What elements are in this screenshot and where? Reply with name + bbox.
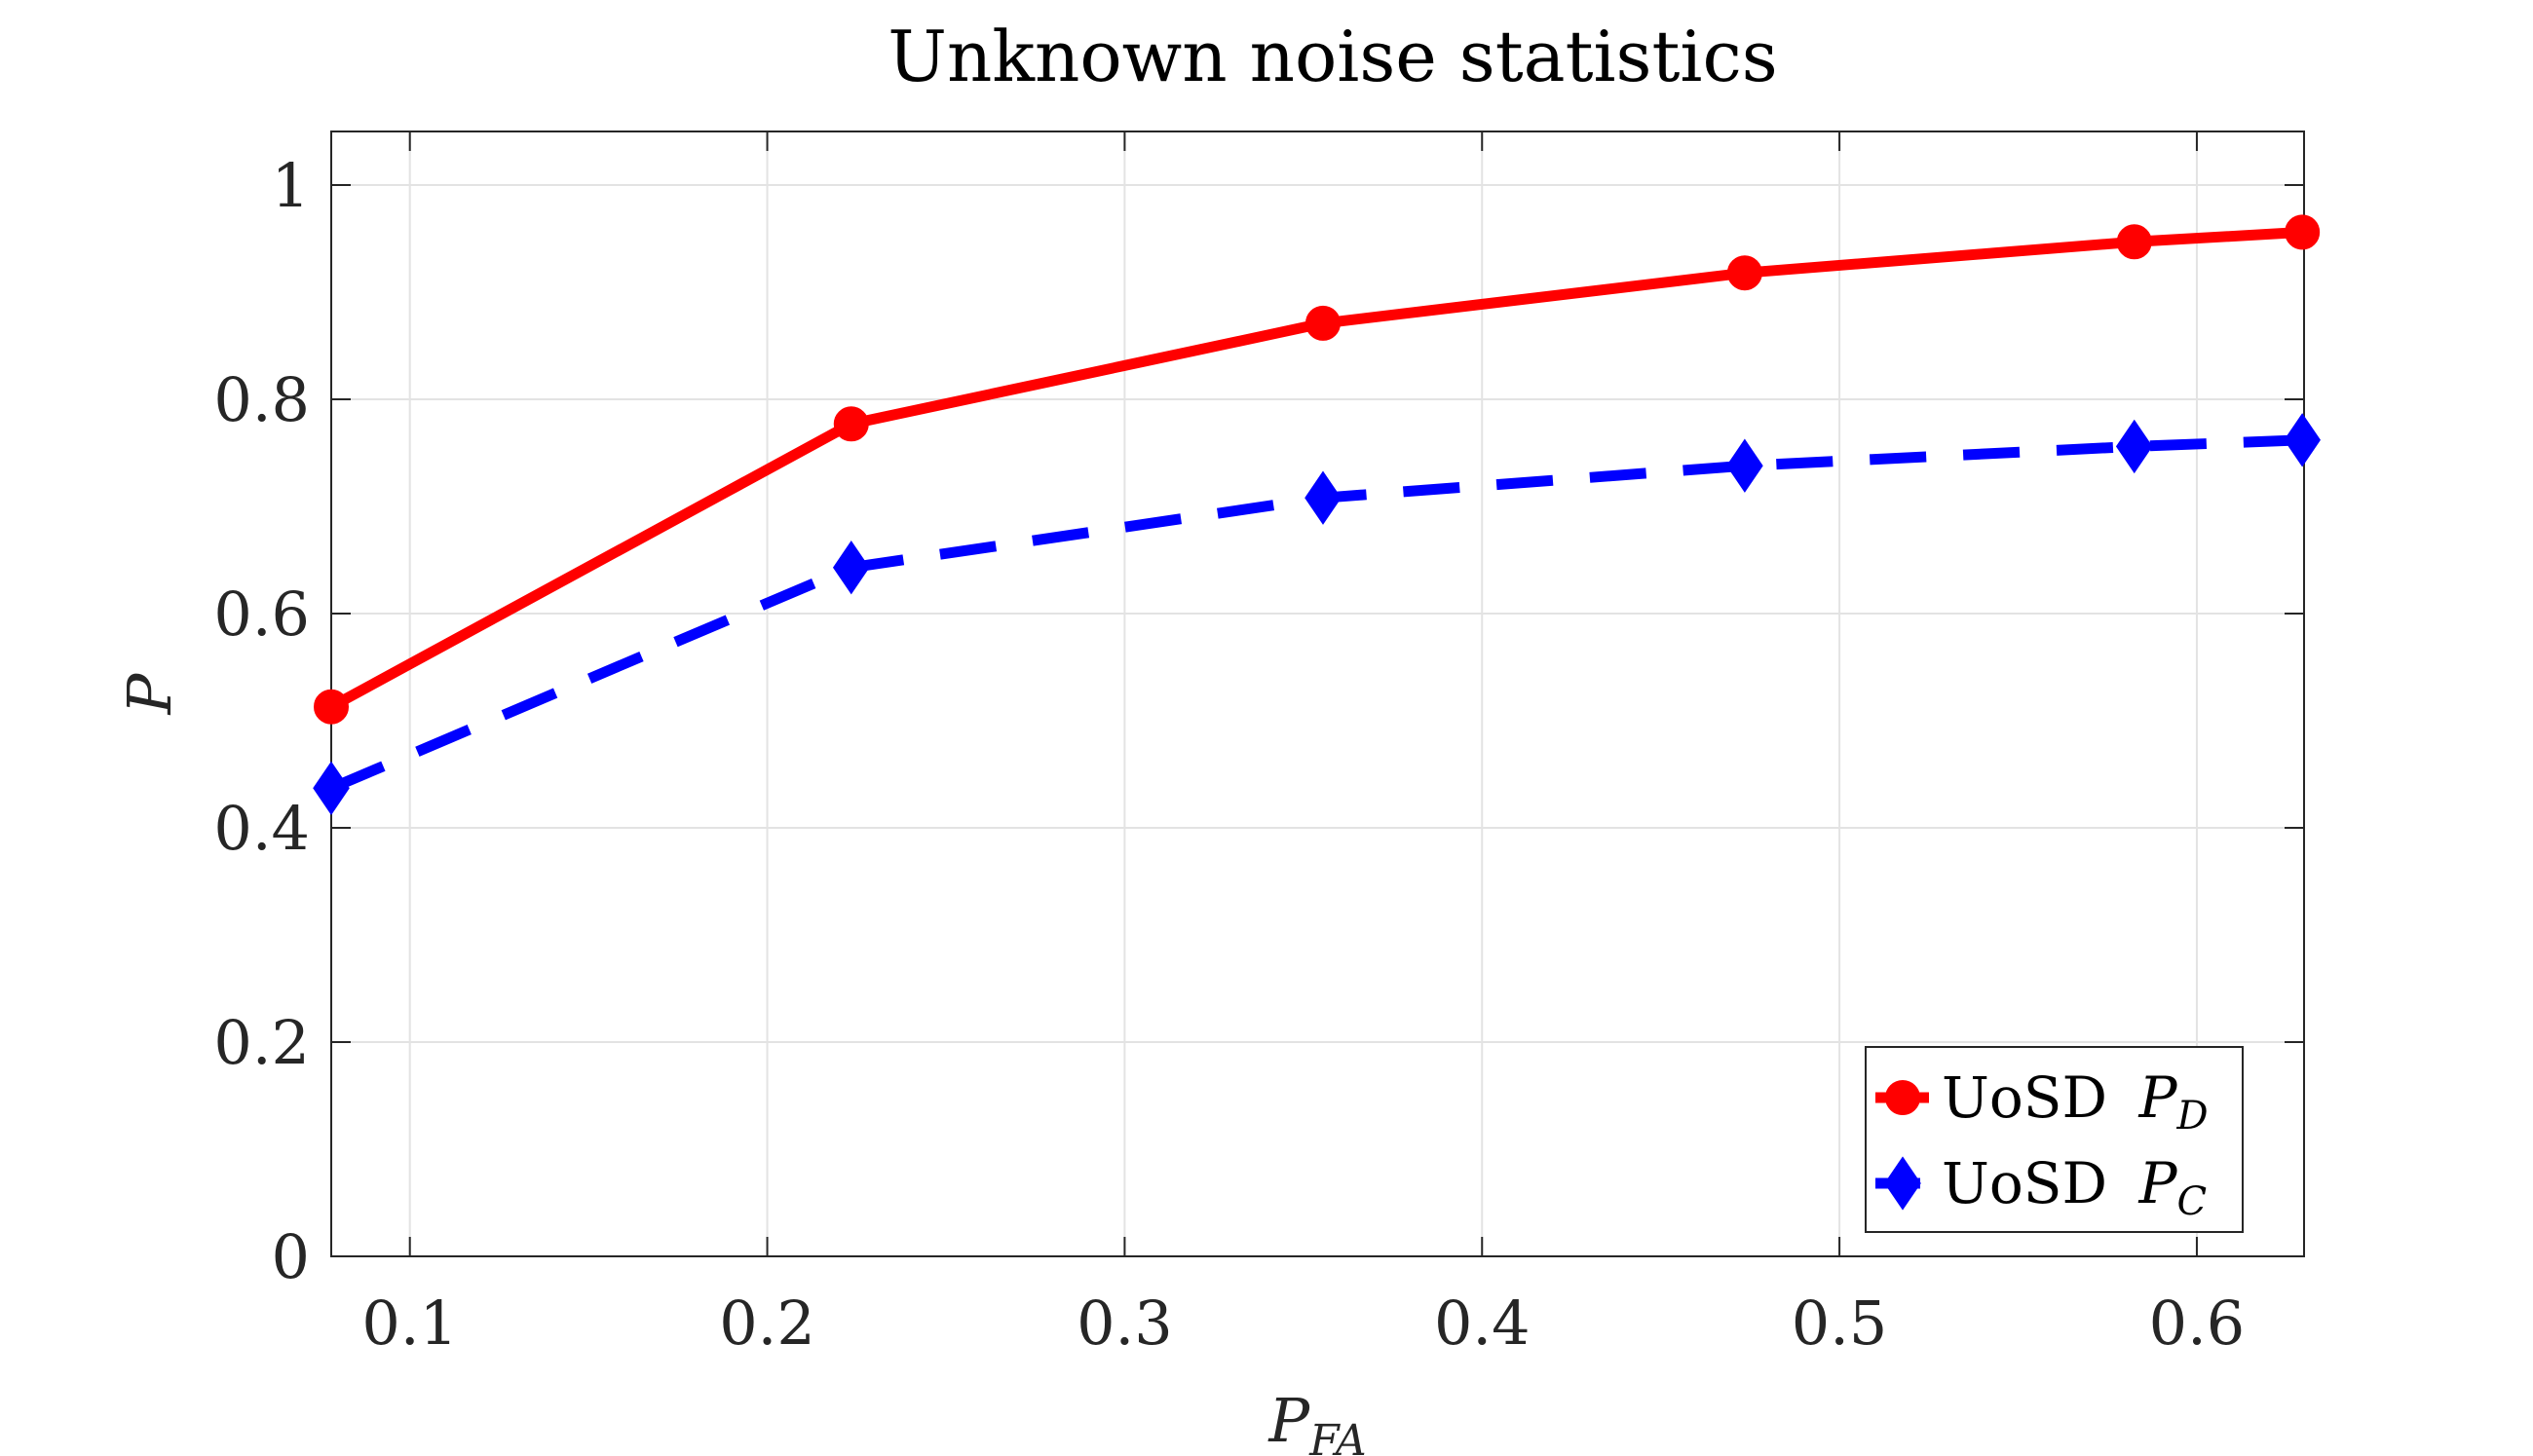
legend-marker-1 [1884, 1156, 1921, 1211]
x-tick-label-0: 0.1 [361, 1288, 458, 1359]
x-axis-label: PFA [1267, 1385, 1366, 1456]
axes-layer: 0.1 0.2 0.3 0.4 0.5 0.6 0 0.2 0.4 0.6 0.8 1 PFA P [114, 131, 2305, 1456]
series-0-point-2 [1305, 305, 1342, 341]
series-0-point-0 [314, 689, 349, 725]
series-0-point-4 [2116, 224, 2152, 260]
series-1-line [328, 434, 2303, 794]
series-1-point-2 [1304, 470, 1342, 525]
x-tick-label-5: 0.6 [2149, 1288, 2246, 1359]
series-1-point-1 [832, 541, 870, 595]
legend: UoSD PD UoSD PC [1865, 1046, 2244, 1233]
legend-box [1865, 1046, 2244, 1233]
y-tick-label-5: 1 [272, 150, 310, 221]
series-1-point-0 [313, 761, 350, 815]
y-tick-label-4: 0.8 [213, 364, 310, 435]
x-tick-label-4: 0.5 [1792, 1288, 1888, 1359]
series-0-point-1 [833, 406, 869, 442]
series-0 [314, 214, 2321, 725]
series-0-line [328, 226, 2303, 712]
legend-marker-0 [1885, 1080, 1920, 1115]
y-tick-label-0: 0 [272, 1221, 310, 1292]
y-tick-label-1: 0.2 [213, 1007, 310, 1078]
series-layer [313, 214, 2321, 815]
series-1-point-5 [2284, 413, 2321, 467]
x-tick-label-3: 0.4 [1434, 1288, 1531, 1359]
series-1-point-4 [2115, 419, 2153, 474]
chart-title: Unknown noise statistics [888, 16, 1777, 97]
series-1-point-3 [1726, 438, 1763, 493]
y-tick-label-3: 0.6 [213, 579, 310, 650]
series-0-point-5 [2285, 214, 2321, 250]
legend-label-0: UoSD PD [1942, 1064, 2209, 1139]
series-0-point-3 [1726, 255, 1762, 291]
y-tick-label-2: 0.4 [213, 793, 310, 864]
y-axis-label: P [114, 672, 185, 715]
x-tick-label-2: 0.3 [1077, 1288, 1173, 1359]
x-tick-label-1: 0.2 [719, 1288, 815, 1359]
legend-label-1: UoSD PC [1942, 1150, 2207, 1224]
series-1 [313, 413, 2321, 815]
